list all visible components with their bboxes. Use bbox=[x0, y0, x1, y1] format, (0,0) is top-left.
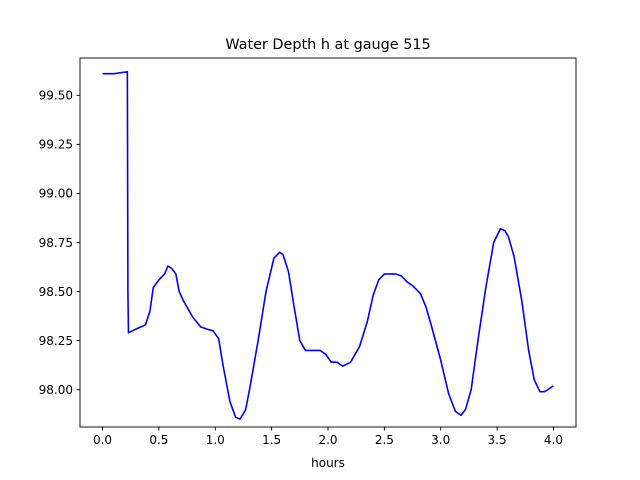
x-tick-label: 2.5 bbox=[375, 433, 394, 447]
series-line-0 bbox=[102, 70, 554, 420]
chart-title: Water Depth h at gauge 515 bbox=[225, 37, 430, 53]
x-tick-label: 3.0 bbox=[431, 433, 450, 447]
y-tick-label: 98.50 bbox=[39, 285, 73, 299]
y-tick-label: 99.00 bbox=[39, 187, 73, 201]
y-tick-label: 99.50 bbox=[39, 89, 73, 103]
x-tick-label: 1.0 bbox=[206, 433, 225, 447]
x-tick-label: 4.0 bbox=[544, 433, 563, 447]
y-tick-label: 98.75 bbox=[39, 236, 73, 250]
y-tick-label: 98.00 bbox=[39, 383, 73, 397]
x-tick-label: 2.0 bbox=[318, 433, 337, 447]
x-axis-label: hours bbox=[311, 456, 345, 470]
plot-area bbox=[102, 70, 554, 420]
x-tick-label: 0.5 bbox=[149, 433, 168, 447]
y-tick-label: 99.25 bbox=[39, 138, 73, 152]
y-tick-label: 98.25 bbox=[39, 334, 73, 348]
x-tick-label: 1.5 bbox=[262, 433, 281, 447]
x-tick-label: 3.5 bbox=[488, 433, 507, 447]
axes: 0.0 0.5 1.0 1.5 2.0 2.5 3.0 3.5 4.0 98.00 98.25 98.… bbox=[39, 57, 577, 447]
x-tick-label: 0.0 bbox=[93, 433, 112, 447]
